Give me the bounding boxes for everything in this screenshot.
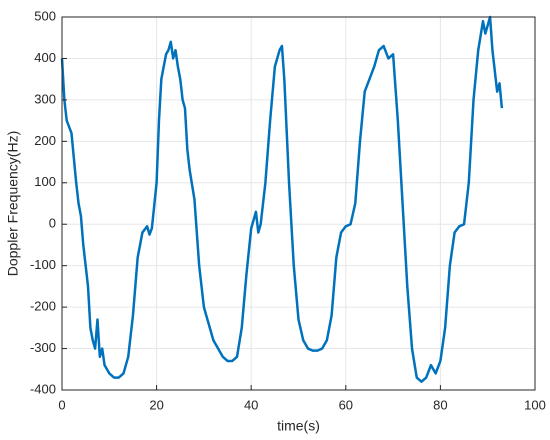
data-line: [60, 15, 504, 383]
y-tick-label: 200: [34, 133, 56, 148]
plot-area: [62, 17, 535, 390]
x-tick-label: 0: [58, 397, 65, 412]
lines: [60, 15, 504, 383]
x-axis-label: time(s): [277, 418, 320, 434]
x-tick-label: 60: [339, 397, 353, 412]
y-tick-label: 100: [34, 174, 56, 189]
x-tick-label: 20: [149, 397, 163, 412]
y-tick-label: -300: [30, 340, 56, 355]
axes-box: [61, 16, 536, 391]
y-tick-label: 0: [49, 216, 56, 231]
y-tick-label: 300: [34, 91, 56, 106]
y-axis-label: Doppler Frequency(Hz): [5, 131, 21, 277]
y-tick-label: 400: [34, 50, 56, 65]
y-tick-label: -400: [30, 381, 56, 396]
x-tick-label: 80: [433, 397, 447, 412]
x-tick-label: 40: [244, 397, 258, 412]
y-tick-label: -100: [30, 257, 56, 272]
y-tick-label: -200: [30, 299, 56, 314]
x-tick-label: 100: [524, 397, 546, 412]
y-tick-label: 500: [34, 8, 56, 23]
